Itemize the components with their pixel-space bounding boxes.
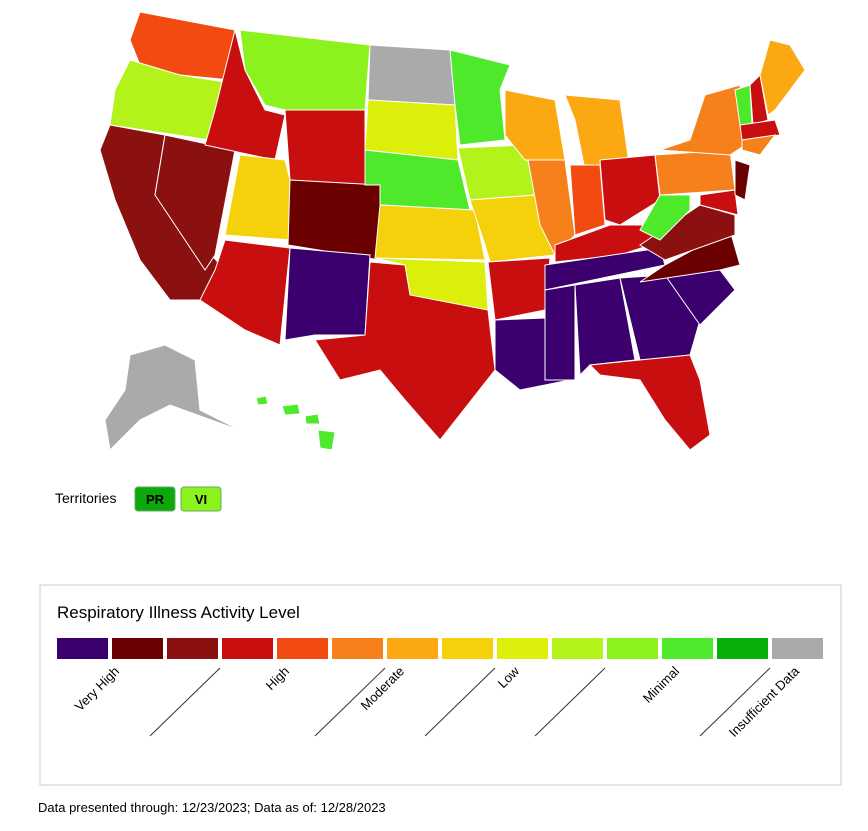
us-map (99, 11, 806, 452)
legend-swatch (332, 638, 383, 659)
legend-swatch (607, 638, 658, 659)
state (749, 73, 769, 126)
legend-label: High (263, 664, 293, 694)
legend-label: Minimal (640, 663, 682, 705)
legend-swatch (497, 638, 548, 659)
legend-label: Low (495, 663, 523, 691)
footnote: Data presented through: 12/23/2023; Data… (38, 800, 386, 815)
legend-swatch (552, 638, 603, 659)
legend-swatch (662, 638, 713, 659)
state (699, 189, 739, 216)
state (759, 39, 806, 116)
legend-label: Insufficient Data (726, 663, 803, 740)
state (741, 134, 777, 156)
state (588, 354, 711, 451)
state (599, 154, 661, 226)
state (224, 154, 291, 241)
state (449, 49, 511, 146)
legend-swatch (222, 638, 273, 659)
state (739, 119, 781, 141)
legend: Very High High Moderate Low Minimal Insuffici… (57, 638, 823, 740)
state (281, 403, 301, 416)
state (304, 413, 321, 425)
state (569, 164, 606, 236)
territories-label: Territories (55, 490, 116, 506)
state (734, 159, 751, 201)
legend-label: Very High (72, 664, 122, 714)
legend-swatch (112, 638, 163, 659)
legend-swatch (277, 638, 328, 659)
legend-swatch (167, 638, 218, 659)
state (255, 395, 269, 406)
territories: PR VI (134, 486, 222, 512)
legend-swatch (57, 638, 108, 659)
legend-swatch (717, 638, 768, 659)
territory-swatch (180, 486, 222, 512)
state (487, 257, 551, 321)
state (284, 109, 366, 186)
territory-label: VI (195, 492, 207, 507)
state (469, 194, 556, 263)
state (639, 194, 691, 241)
state (317, 429, 336, 451)
legend-box (39, 584, 842, 786)
legend-title: Respiratory Illness Activity Level (57, 603, 300, 622)
state (374, 204, 486, 261)
territory-swatch (134, 486, 176, 512)
territory-label: PR (146, 492, 165, 507)
legend-swatch (442, 638, 493, 659)
state (314, 261, 496, 441)
state (367, 44, 456, 106)
state (284, 247, 371, 341)
state (639, 204, 736, 261)
state (544, 284, 576, 381)
legend-swatch (387, 638, 438, 659)
legend-separators (149, 667, 771, 737)
legend-swatch (772, 638, 823, 659)
state (104, 344, 241, 452)
state (287, 179, 381, 261)
state (659, 84, 746, 156)
state (654, 149, 736, 196)
